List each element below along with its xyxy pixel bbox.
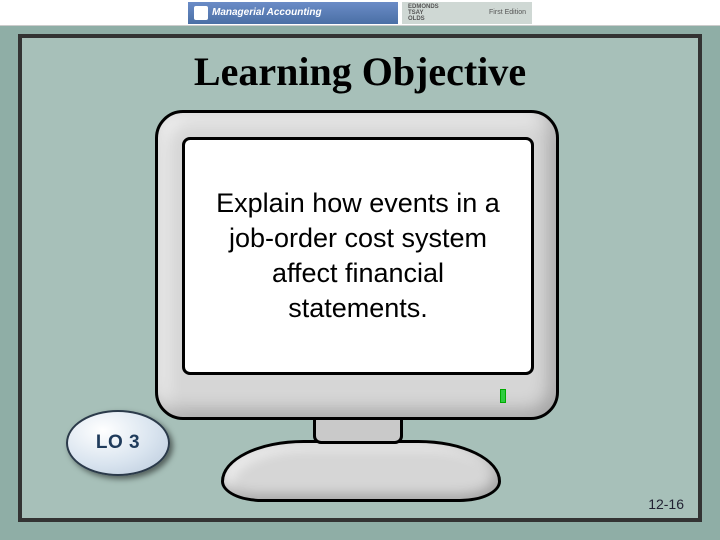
- publisher-header: Managerial Accounting EDMONDS TSAY OLDS …: [0, 0, 720, 26]
- slide-title: Learning Objective: [22, 48, 698, 95]
- slide-number: 12-16: [648, 496, 684, 512]
- book-title: Managerial Accounting: [212, 7, 322, 18]
- learning-objective-badge: LO 3: [66, 410, 170, 476]
- book-edition: First Edition: [489, 9, 526, 16]
- monitor-screen: Explain how events in a job-order cost s…: [182, 137, 534, 375]
- objective-text: Explain how events in a job-order cost s…: [201, 186, 515, 326]
- book-cover-right: EDMONDS TSAY OLDS First Edition: [402, 2, 532, 24]
- lo-label: LO 3: [96, 432, 140, 454]
- monitor-case: Explain how events in a job-order cost s…: [155, 110, 559, 420]
- slide-frame: Learning Objective Explain how events in…: [18, 34, 702, 522]
- monitor-base: [221, 440, 501, 502]
- monitor-neck: [313, 416, 403, 444]
- book-authors: EDMONDS TSAY OLDS: [408, 4, 439, 22]
- power-led-icon: [500, 389, 506, 403]
- book-cover-left: Managerial Accounting: [188, 2, 398, 24]
- computer-monitor-graphic: Explain how events in a job-order cost s…: [137, 110, 577, 508]
- book-icon: [194, 6, 208, 20]
